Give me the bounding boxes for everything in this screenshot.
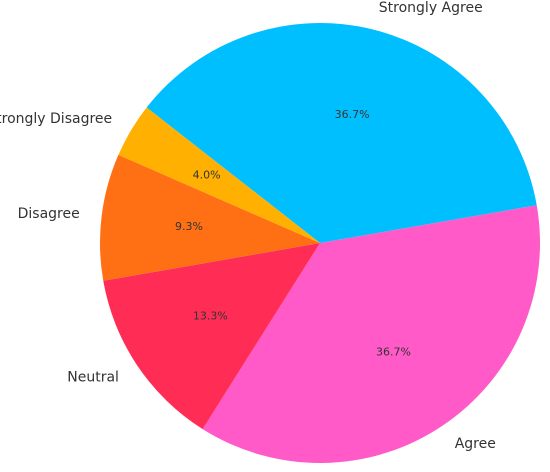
slice-label: Disagree (18, 206, 80, 222)
pie-slice (146, 23, 537, 244)
slice-label: Agree (455, 436, 496, 452)
percent-label: 13.3% (193, 309, 228, 322)
pie-slice (99, 154, 320, 281)
slice-label: Neutral (67, 370, 119, 386)
percent-label: 9.3% (175, 220, 203, 233)
slice-label: Strongly Disagree (0, 111, 112, 127)
pie-slice (202, 205, 541, 463)
percent-label: 36.7% (376, 346, 411, 359)
pie-slice (103, 243, 320, 430)
pie-slice (118, 107, 320, 243)
slice-label: Strongly Agree (379, 0, 483, 16)
percent-label: 36.7% (335, 108, 370, 121)
percent-label: 4.0% (193, 168, 221, 181)
